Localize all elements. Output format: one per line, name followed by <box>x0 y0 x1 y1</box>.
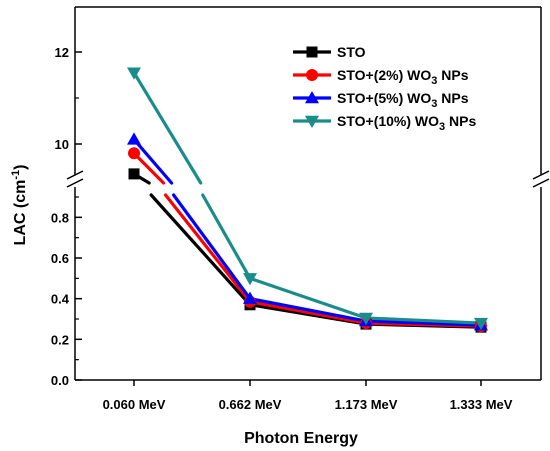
series-line-segment <box>171 193 252 301</box>
legend-label: STO+(10%) WO3 NPs <box>337 113 477 133</box>
series-markers <box>127 67 488 333</box>
data-point-circle <box>128 147 140 160</box>
y-tick-label: 0.6 <box>51 251 69 266</box>
data-point-triangle-up <box>127 132 141 145</box>
y-axis-break <box>63 170 550 188</box>
legend-marker-square <box>306 46 318 58</box>
data-point-triangle-down <box>243 273 257 286</box>
y-tick-label: 12 <box>55 45 69 60</box>
x-tick-label: 0.060 MeV <box>103 397 166 412</box>
data-point-square <box>128 168 140 180</box>
y-axis-title-close: ) <box>12 165 29 170</box>
legend-label: STO+(2%) WO3 NPs <box>337 67 469 87</box>
series-line-segment <box>163 193 252 304</box>
x-tick-label: 1.333 MeV <box>450 397 513 412</box>
legend-marker-circle <box>306 69 318 81</box>
y-tick-label: 0.2 <box>51 332 69 347</box>
legend-marker-triangle-down <box>305 115 319 128</box>
legend-label: STO <box>337 44 366 60</box>
axis-break-mark-left-lower <box>66 178 84 188</box>
series-line-segment <box>248 297 368 323</box>
data-point-triangle-up <box>243 291 257 304</box>
x-tick-label: 1.173 MeV <box>335 397 398 412</box>
x-axis-ticks: 0.060 MeV 0.662 MeV 1.173 MeV 1.333 MeV <box>103 380 513 412</box>
legend: STO STO+(2%) WO3 NPs STO+(5%) WO3 NPs STO+(… <box>293 44 477 133</box>
axis-break-mark-right-upper <box>532 170 550 180</box>
series-line-segment <box>364 319 483 327</box>
series-line-segment <box>201 193 252 280</box>
y-axis-title: LAC (cm-1) <box>10 165 29 246</box>
axis-break-mark-left-upper <box>66 170 84 180</box>
y-tick-label: 0.4 <box>51 292 70 307</box>
series-line-segment <box>132 71 203 185</box>
legend-label: STO+(5%) WO3 NPs <box>337 90 469 110</box>
series-line-segment <box>248 300 368 325</box>
axis-break-mark-right-lower <box>532 178 550 188</box>
data-point-triangle-down <box>474 317 488 331</box>
data-point-triangle-down <box>127 67 141 80</box>
y-axis-title-superscript: -1 <box>10 170 22 180</box>
x-tick-label: 0.662 MeV <box>219 397 282 412</box>
series-line-segment <box>248 276 368 320</box>
series-lines <box>132 71 483 329</box>
series-line-segment <box>132 151 166 185</box>
y-axis-ticks: 0.0 0.2 0.4 0.6 0.8 10 12 <box>51 45 82 388</box>
y-tick-label: 0.8 <box>51 210 69 225</box>
y-tick-label: 0.0 <box>51 373 69 388</box>
series-line-segment <box>149 193 252 307</box>
legend-marker-triangle-up <box>305 91 319 104</box>
x-axis-title: Photon Energy <box>244 430 358 447</box>
axis-break-gap-left <box>63 176 87 182</box>
series-line-segment <box>364 316 483 325</box>
data-point-triangle-down <box>359 312 373 325</box>
axis-break-gap-right <box>529 176 550 182</box>
y-axis-title-text: LAC (cm <box>12 180 29 246</box>
series-line-segment <box>132 137 174 185</box>
plot-frame <box>74 6 542 381</box>
y-tick-label: 10 <box>55 137 69 152</box>
